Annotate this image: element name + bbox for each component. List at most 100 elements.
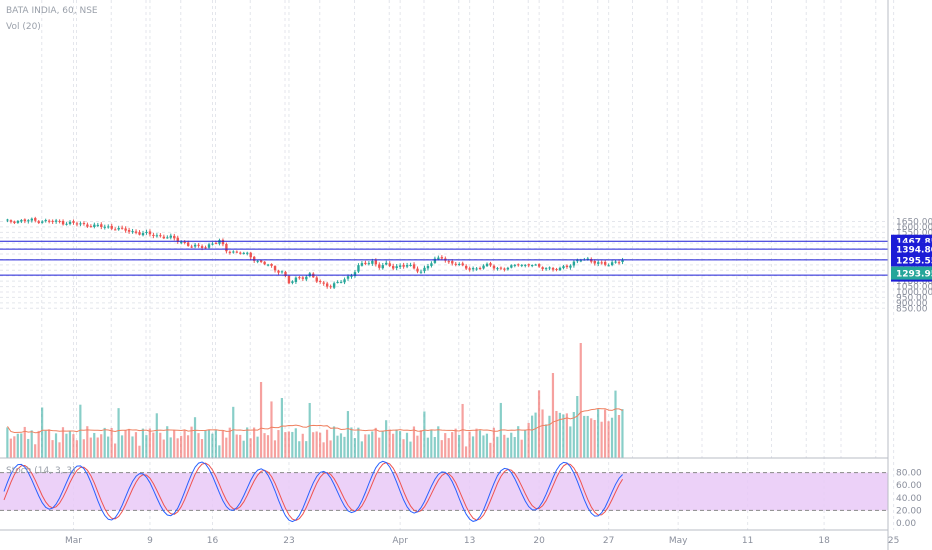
level-label-box [891, 253, 932, 267]
candle-body [537, 264, 541, 267]
volume-bar [117, 408, 120, 458]
volume-bar [124, 430, 127, 458]
volume-bar [565, 413, 568, 458]
horizontal-levels[interactable] [0, 240, 888, 276]
candle-body [200, 246, 204, 248]
volume-bar [395, 429, 398, 458]
volume-bar [489, 442, 492, 458]
volume-bar [204, 430, 207, 458]
volume-bar [579, 343, 582, 458]
volume-bar [131, 436, 134, 458]
candle-body [353, 272, 357, 276]
candle-body [284, 271, 287, 276]
volume-bar [548, 415, 551, 458]
candle-body [86, 224, 89, 227]
volume-bar [586, 415, 589, 458]
price-tick-label: 1050.00 [896, 283, 932, 293]
volume-bar [127, 428, 131, 458]
volume-bar [527, 422, 530, 458]
candle-body [593, 261, 596, 264]
candle-body [600, 262, 603, 264]
candle-body [329, 286, 332, 288]
volume-bar [211, 433, 214, 458]
candle-body [259, 260, 263, 262]
price-tick-label: 1650.00 [896, 217, 932, 227]
candle-body [475, 268, 478, 270]
volume-legend[interactable]: Vol (20) [6, 22, 41, 32]
last-price-text: 1293.95 [896, 270, 932, 280]
volume-bar [221, 430, 224, 458]
volume-bar [551, 373, 555, 458]
volume-bar [20, 433, 23, 458]
volume-bar [37, 430, 40, 458]
volume-bar [346, 411, 350, 458]
volume-bar [72, 434, 75, 458]
volume-bar [103, 427, 106, 458]
candle-body [193, 244, 197, 247]
level-label-text: 1394.80 [896, 246, 932, 256]
volume-bar [246, 427, 249, 458]
candle-body [423, 267, 426, 272]
volume-bar [329, 440, 332, 458]
volume-bar [364, 434, 367, 458]
oscillator-axis: 0.00 20.00 40.00 60.00 80.00 [896, 469, 922, 529]
symbol-legend[interactable]: BATA INDIA, 60, NSE [6, 6, 98, 16]
volume-bar [298, 441, 301, 458]
time-axis[interactable]: Mar 9 16 23 Apr 13 20 27 May 11 18 25 [65, 536, 899, 546]
candle-body [503, 268, 506, 270]
volume-bar [555, 410, 558, 458]
volume-bar [621, 409, 624, 458]
volume-bar [419, 430, 422, 458]
candle-body [520, 264, 523, 266]
volume-bar [572, 412, 575, 458]
volume-bar [186, 435, 190, 458]
volume-bar [583, 415, 586, 458]
candle-body [322, 282, 325, 284]
volume-bar [270, 401, 273, 458]
volume-bar [510, 432, 513, 458]
candle-body [232, 251, 235, 253]
volume-bar [280, 398, 283, 458]
volume-bar [426, 437, 429, 458]
candle-body [558, 267, 562, 271]
volume-bar [378, 437, 381, 458]
candle-body [597, 262, 600, 264]
candle-body [374, 260, 378, 265]
volume-bar [607, 421, 610, 458]
volume-bar [232, 406, 235, 458]
candle-body [138, 232, 141, 235]
volume-bar [451, 432, 454, 458]
volume-bar [284, 432, 287, 458]
candle-body [607, 265, 610, 267]
volume-bar [145, 435, 148, 458]
osc-tick-label: 20.00 [896, 506, 922, 516]
volume-bar [169, 437, 172, 458]
candle-body [155, 235, 159, 237]
level-label: 1394.80 [891, 242, 932, 256]
candle-body [266, 264, 270, 266]
candle-body [360, 263, 364, 266]
volume-bar [152, 432, 155, 458]
osc-tick-label: 60.00 [896, 481, 922, 491]
candle-body [44, 220, 47, 222]
candle-body [395, 266, 398, 269]
candle-body [426, 266, 430, 269]
candle-body [253, 256, 256, 261]
volume-bar [207, 429, 211, 458]
price-tick-label: 1550.00 [896, 228, 932, 238]
volume-bar [27, 438, 30, 458]
volume-bar [305, 441, 308, 458]
volume-bar [610, 417, 614, 458]
osc-tick-label: 40.00 [896, 494, 922, 504]
candle-body [412, 264, 416, 269]
volume-bar [464, 446, 468, 458]
candle-body [468, 268, 471, 270]
volume-bar [266, 435, 270, 458]
candle-body [186, 242, 190, 246]
candle-body [221, 239, 225, 245]
volume-bar [440, 440, 443, 458]
stoch-legend[interactable]: Stoch (14, 3, 3) [6, 466, 76, 476]
candle-body [249, 252, 252, 258]
volume-bar [603, 409, 607, 458]
